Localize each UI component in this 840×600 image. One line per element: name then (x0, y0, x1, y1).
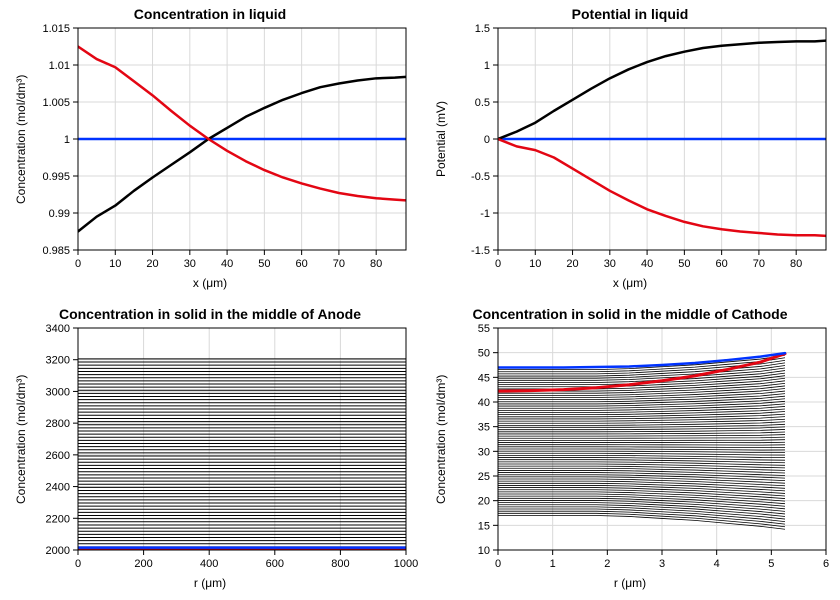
svg-text:2200: 2200 (46, 513, 70, 525)
svg-text:3400: 3400 (46, 323, 70, 335)
plot-area: 012345610152025303540455055 (420, 300, 840, 600)
svg-text:2000: 2000 (46, 545, 70, 557)
svg-text:1.5: 1.5 (475, 23, 490, 35)
figure-grid: Concentration in liquidConcentration (mo… (0, 0, 840, 600)
panel-concentration-anode: Concentration in solid in the middle of … (0, 300, 420, 600)
svg-text:50: 50 (258, 258, 270, 270)
svg-text:1: 1 (484, 60, 490, 72)
panel-potential-liquid: Potential in liquidPotential (mV)x (μm)0… (420, 0, 840, 300)
svg-text:0.995: 0.995 (42, 171, 70, 183)
svg-text:1.005: 1.005 (42, 97, 70, 109)
svg-text:3000: 3000 (46, 386, 70, 398)
svg-text:-1: -1 (480, 208, 490, 220)
svg-text:50: 50 (478, 348, 490, 360)
panel-concentration-liquid: Concentration in liquidConcentration (mo… (0, 0, 420, 300)
svg-text:1: 1 (64, 134, 70, 146)
svg-text:20: 20 (478, 496, 490, 508)
plot-area: 0 200 400 600 800 1000 2000 2200 2400 2600 2800 300… (0, 300, 420, 600)
svg-text:30: 30 (184, 258, 196, 270)
svg-text:0: 0 (75, 558, 81, 570)
svg-text:0: 0 (495, 558, 501, 570)
svg-text:50: 50 (678, 258, 690, 270)
svg-text:10: 10 (109, 258, 121, 270)
svg-text:80: 80 (790, 258, 802, 270)
svg-text:0.99: 0.99 (49, 208, 70, 220)
svg-text:1: 1 (550, 558, 556, 570)
svg-text:-0.5: -0.5 (471, 171, 490, 183)
svg-text:2400: 2400 (46, 482, 70, 494)
svg-text:3: 3 (659, 558, 665, 570)
panel-concentration-cathode: Concentration in solid in the middle of … (420, 300, 840, 600)
svg-text:1.01: 1.01 (49, 60, 70, 72)
svg-text:0: 0 (75, 258, 81, 270)
svg-text:30: 30 (604, 258, 616, 270)
svg-text:0: 0 (495, 258, 501, 270)
svg-text:200: 200 (134, 558, 152, 570)
svg-text:400: 400 (200, 558, 218, 570)
plot-area: 0 10 20 30 40 50 60 70 80 -1.5 -1 -0.5 0 0.5 1 1.5 (420, 0, 840, 300)
svg-text:2600: 2600 (46, 450, 70, 462)
svg-text:40: 40 (641, 258, 653, 270)
plot-area: 0 10 20 30 40 50 60 70 80 0.985 0.99 0.995 1 1.005 1.0… (0, 0, 420, 300)
svg-text:80: 80 (370, 258, 382, 270)
svg-text:1000: 1000 (394, 558, 418, 570)
svg-text:1.015: 1.015 (42, 23, 70, 35)
svg-text:70: 70 (333, 258, 345, 270)
svg-text:40: 40 (478, 397, 490, 409)
svg-text:30: 30 (478, 446, 490, 458)
svg-text:2800: 2800 (46, 418, 70, 430)
svg-text:40: 40 (221, 258, 233, 270)
svg-text:0.985: 0.985 (42, 245, 70, 257)
svg-text:20: 20 (146, 258, 158, 270)
svg-text:10: 10 (478, 545, 490, 557)
svg-text:10: 10 (529, 258, 541, 270)
svg-text:5: 5 (768, 558, 774, 570)
svg-text:45: 45 (478, 372, 490, 384)
svg-text:60: 60 (716, 258, 728, 270)
svg-text:25: 25 (478, 471, 490, 483)
svg-text:600: 600 (266, 558, 284, 570)
svg-text:0: 0 (484, 134, 490, 146)
svg-text:-1.5: -1.5 (471, 245, 490, 257)
svg-text:3200: 3200 (46, 355, 70, 367)
svg-text:35: 35 (478, 422, 490, 434)
svg-text:0.5: 0.5 (475, 97, 490, 109)
svg-text:2: 2 (604, 558, 610, 570)
svg-text:6: 6 (823, 558, 829, 570)
svg-text:60: 60 (296, 258, 308, 270)
svg-text:70: 70 (753, 258, 765, 270)
svg-text:20: 20 (566, 258, 578, 270)
svg-text:55: 55 (478, 323, 490, 335)
svg-text:4: 4 (714, 558, 720, 570)
svg-text:800: 800 (331, 558, 349, 570)
svg-text:15: 15 (478, 520, 490, 532)
